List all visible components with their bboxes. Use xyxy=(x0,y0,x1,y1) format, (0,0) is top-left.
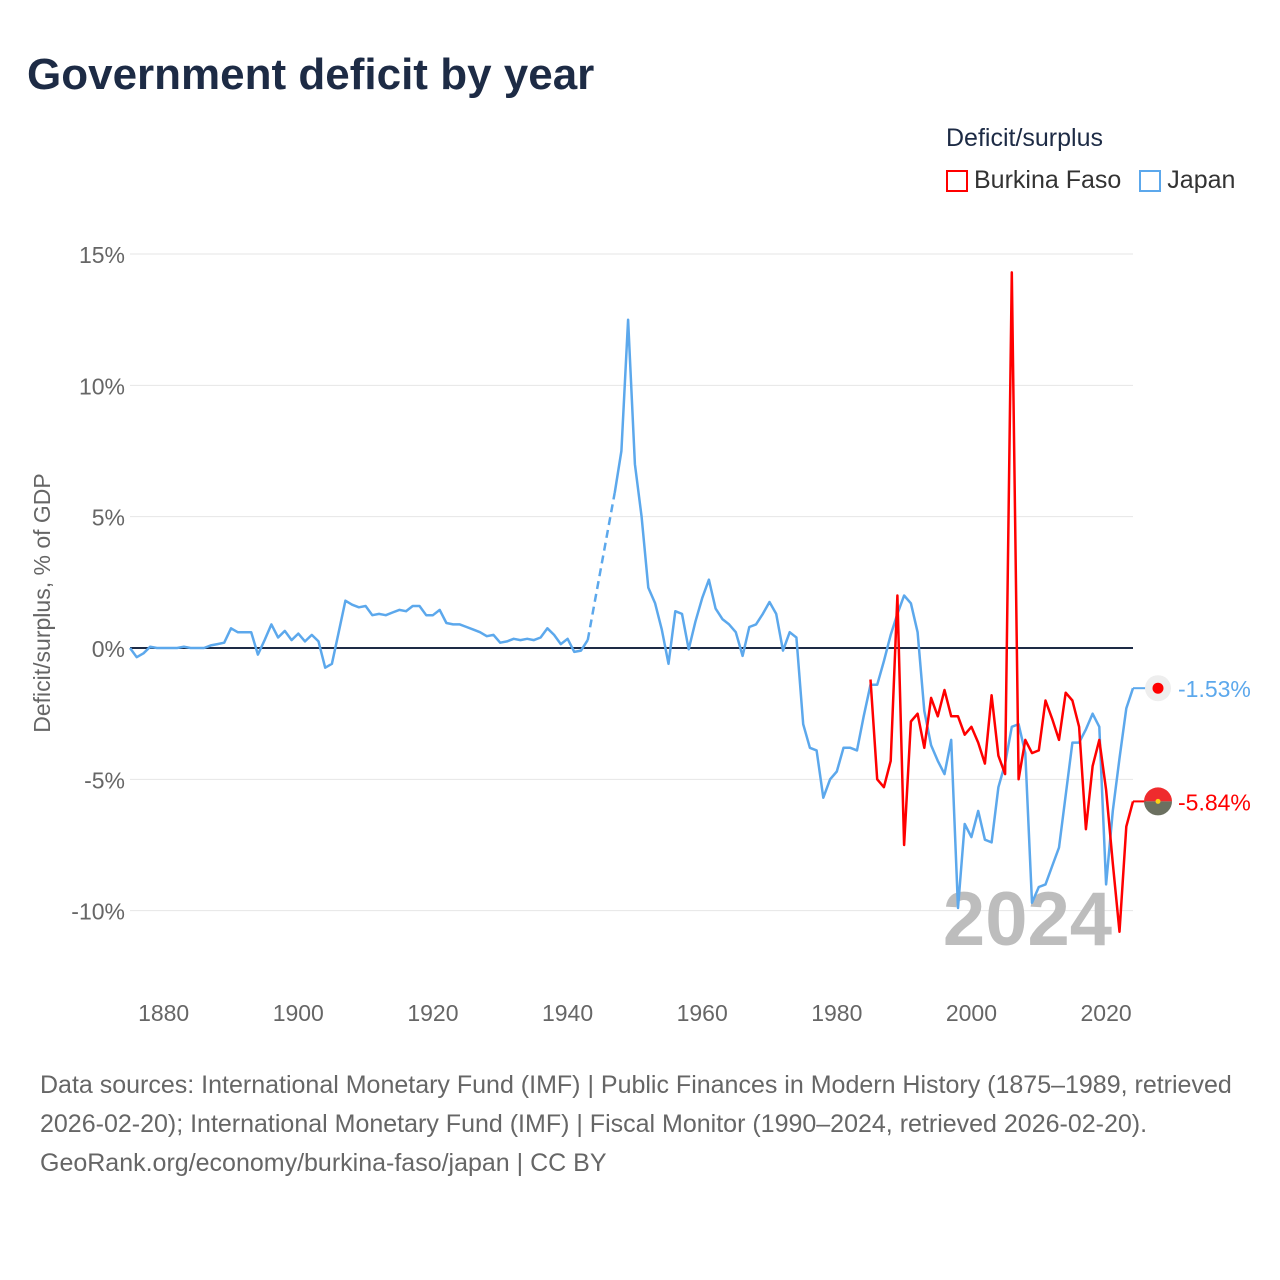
legend: Burkina Faso Japan xyxy=(946,166,1235,195)
flag-marker-burkina-top xyxy=(1144,787,1172,802)
legend-swatch xyxy=(946,169,968,192)
x-tick-label: 2000 xyxy=(946,1000,997,1026)
flag-marker-burkina-bottom xyxy=(1144,801,1172,816)
x-tick-label: 1900 xyxy=(273,1000,324,1026)
y-tick-label: -10% xyxy=(71,899,125,925)
series-line-japan xyxy=(128,318,1135,910)
series-gap-japan xyxy=(586,492,616,641)
y-tick-label: 5% xyxy=(92,505,125,531)
legend-swatch xyxy=(1139,169,1162,192)
x-tick-label: 2020 xyxy=(1080,1000,1131,1026)
legend-label: Japan xyxy=(1167,166,1236,194)
credit-link[interactable]: GeoRank.org/economy/burkina-faso/japan |… xyxy=(40,1149,607,1177)
end-label-japan: -1.53% xyxy=(1178,676,1251,702)
legend-label: Burkina Faso xyxy=(974,166,1122,194)
y-tick-label: 0% xyxy=(92,636,125,662)
legend-title: Deficit/surplus xyxy=(946,124,1103,152)
data-sources: Data sources: International Monetary Fun… xyxy=(40,1071,1232,1138)
x-tick-label: 1880 xyxy=(138,1000,189,1026)
x-tick-label: 1960 xyxy=(677,1000,728,1026)
line-chart: 15% 10% 5% 0% -5% -10% 1880 1900 1920 1940 1960 198… xyxy=(29,242,1251,1026)
y-tick-label: 15% xyxy=(79,242,125,268)
y-axis-label: Deficit/surplus, % of GDP xyxy=(29,473,55,732)
chart-title: Government deficit by year xyxy=(27,50,595,99)
series-line-burkina-faso xyxy=(869,271,1135,933)
flag-marker-japan-dot xyxy=(1152,682,1164,694)
x-tick-label: 1920 xyxy=(407,1000,458,1026)
footer: Data sources: International Monetary Fun… xyxy=(40,1066,1240,1183)
y-tick-label: -5% xyxy=(84,767,125,793)
flag-marker-burkina-star xyxy=(1155,798,1161,804)
legend-item-japan[interactable]: Japan xyxy=(1139,166,1235,195)
x-tick-label: 1980 xyxy=(811,1000,862,1026)
y-tick-label: 10% xyxy=(79,373,125,399)
end-label-burkina-faso: -5.84% xyxy=(1178,789,1251,815)
legend-item-burkina-faso[interactable]: Burkina Faso xyxy=(946,166,1121,195)
x-tick-label: 1940 xyxy=(542,1000,593,1026)
year-watermark: 2024 xyxy=(943,877,1112,962)
